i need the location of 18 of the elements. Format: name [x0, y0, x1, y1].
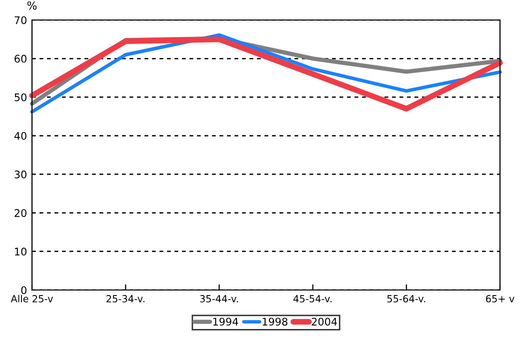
y-tick-label: 70: [14, 16, 26, 24]
x-tick-label: 45-54-v.: [293, 295, 332, 302]
y-tick-label: 0: [21, 286, 26, 294]
legend-label: 1994: [213, 318, 238, 326]
x-tick-label: 25-34-v.: [106, 295, 144, 302]
x-tick-label: 65+ v: [486, 295, 514, 302]
x-tick-label: 55-64-v.: [387, 295, 426, 302]
legend-label: 1998: [262, 318, 288, 326]
x-tick-label: Alle 25-v: [10, 294, 53, 302]
y-tick-label: 10: [15, 248, 26, 256]
y-tick-label: 40: [14, 132, 26, 140]
legend-label: 2004: [312, 318, 337, 326]
y-tick-label: 20: [14, 209, 26, 217]
x-tick-label: 35-44-v.: [200, 295, 238, 302]
y-tick-label: 50: [14, 93, 26, 102]
y-tick-label: 60: [14, 54, 26, 63]
y-axis-title: %: [27, 1, 37, 10]
y-tick-label: 30: [14, 170, 26, 178]
